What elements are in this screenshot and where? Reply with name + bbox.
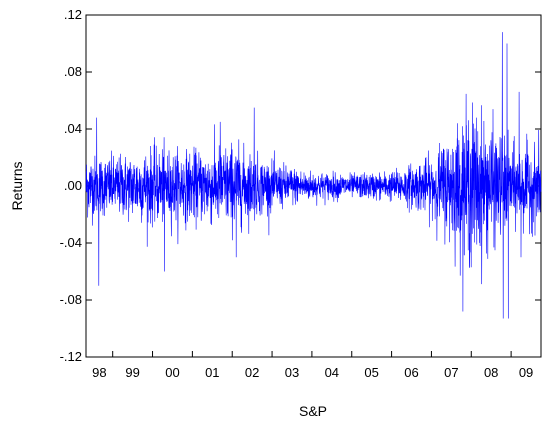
x-tick-label: 06 [404, 365, 418, 380]
y-tick-label: -.08 [60, 292, 82, 307]
y-tick-label: -.12 [60, 349, 82, 364]
x-tick-label: 03 [285, 365, 299, 380]
y-tick-label: -.04 [60, 235, 82, 250]
y-tick-label: .00 [64, 178, 82, 193]
x-tick-label: 00 [165, 365, 179, 380]
x-tick-label: 01 [205, 365, 219, 380]
x-tick-label: 05 [364, 365, 378, 380]
x-tick-label: 04 [325, 365, 339, 380]
x-tick-label: 99 [125, 365, 139, 380]
x-tick-label: 08 [484, 365, 498, 380]
y-axis-label: Returns [9, 161, 25, 210]
y-tick-label: .12 [64, 7, 82, 22]
y-tick-label: .04 [64, 121, 82, 136]
x-tick-label: 98 [92, 365, 106, 380]
x-tick-label: 09 [519, 365, 533, 380]
x-axis-label: S&P [299, 403, 327, 419]
x-tick-label: 02 [245, 365, 259, 380]
y-tick-label: .08 [64, 64, 82, 79]
returns-series-line [85, 32, 542, 319]
x-axis: 98 99 00 01 02 03 04 05 06 07 08 09 [92, 351, 533, 380]
x-tick-label: 07 [444, 365, 458, 380]
